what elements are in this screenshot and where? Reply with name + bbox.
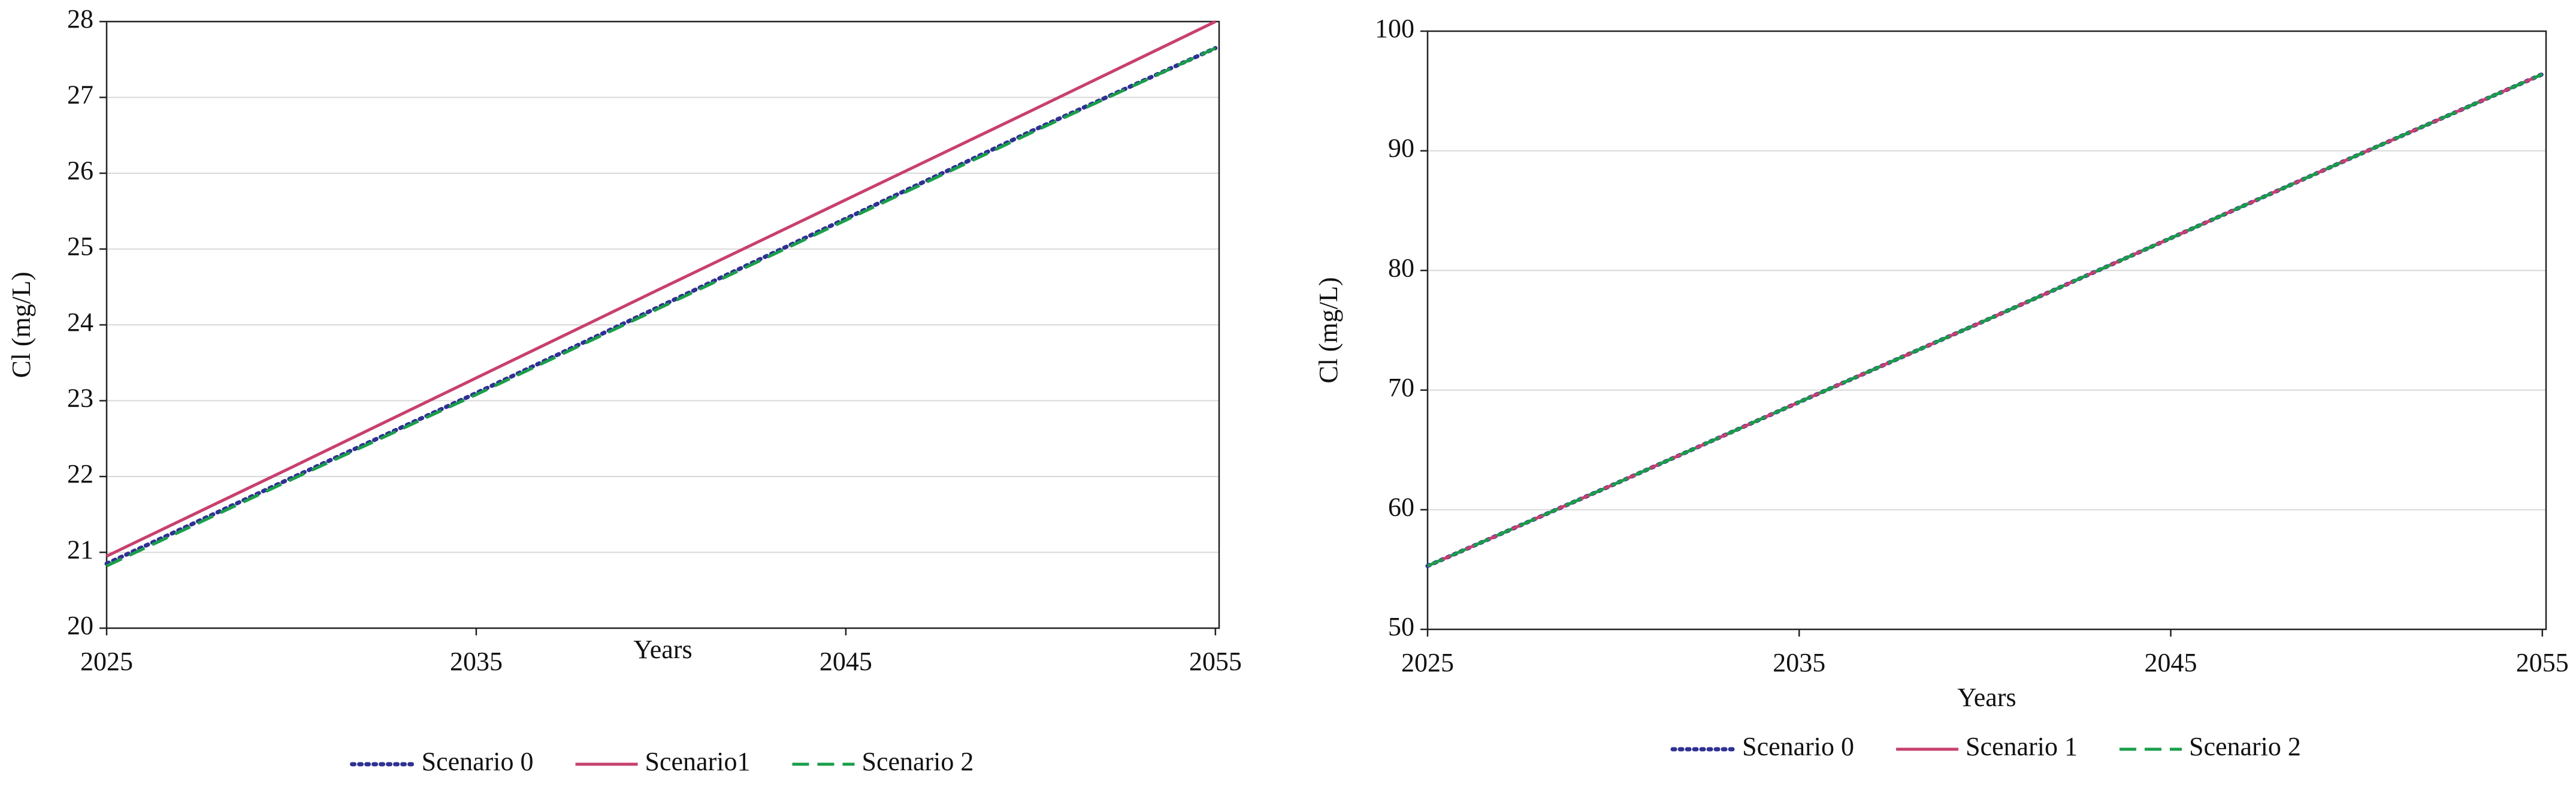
legend-label: Scenario 0 <box>422 747 534 776</box>
y-tick-label: 100 <box>1375 14 1414 43</box>
y-tick-label: 22 <box>67 459 93 489</box>
x-tick-label: 2035 <box>1773 648 1825 677</box>
y-tick-label: 27 <box>67 80 93 110</box>
plot-frame <box>1426 30 2547 631</box>
y-tick-label: 50 <box>1388 612 1414 641</box>
series-line <box>1426 73 2543 568</box>
legend-label: Scenario 2 <box>2189 732 2301 761</box>
y-tick-label: 80 <box>1388 253 1414 282</box>
legend-label: Scenario 1 <box>1966 732 2078 761</box>
y-axis-label: Cl (mg/L) <box>7 272 36 378</box>
x-tick-label: 2035 <box>450 647 503 676</box>
x-axis-label: Years <box>633 635 692 664</box>
x-tick-label: 2025 <box>80 647 133 676</box>
x-tick-label: 2045 <box>820 647 872 676</box>
y-tick-label: 60 <box>1388 492 1414 521</box>
y-tick-label: 70 <box>1388 373 1414 402</box>
x-axis-label: Years <box>1957 683 2016 712</box>
series-line <box>105 47 1216 568</box>
y-tick-label: 90 <box>1388 134 1414 163</box>
y-tick-label: 24 <box>67 307 93 337</box>
y-tick-label: 25 <box>67 232 93 261</box>
x-tick-label: 2055 <box>1189 647 1242 676</box>
legend-label: Scenario 2 <box>861 747 973 776</box>
y-axis-label: Cl (mg/L) <box>1314 277 1343 383</box>
legend-label: Scenario 0 <box>1742 732 1854 761</box>
plot-frame <box>105 20 1220 629</box>
y-tick-label: 23 <box>67 384 93 413</box>
x-tick-label: 2025 <box>1401 648 1454 677</box>
y-tick-label: 20 <box>67 611 93 640</box>
legend-label: Scenario1 <box>645 747 751 776</box>
x-tick-label: 2055 <box>2516 648 2569 677</box>
y-tick-label: 28 <box>67 4 93 34</box>
y-tick-label: 21 <box>67 535 93 565</box>
series-line <box>105 20 1216 558</box>
y-tick-label: 26 <box>67 156 93 185</box>
x-tick-label: 2045 <box>2145 648 2197 677</box>
